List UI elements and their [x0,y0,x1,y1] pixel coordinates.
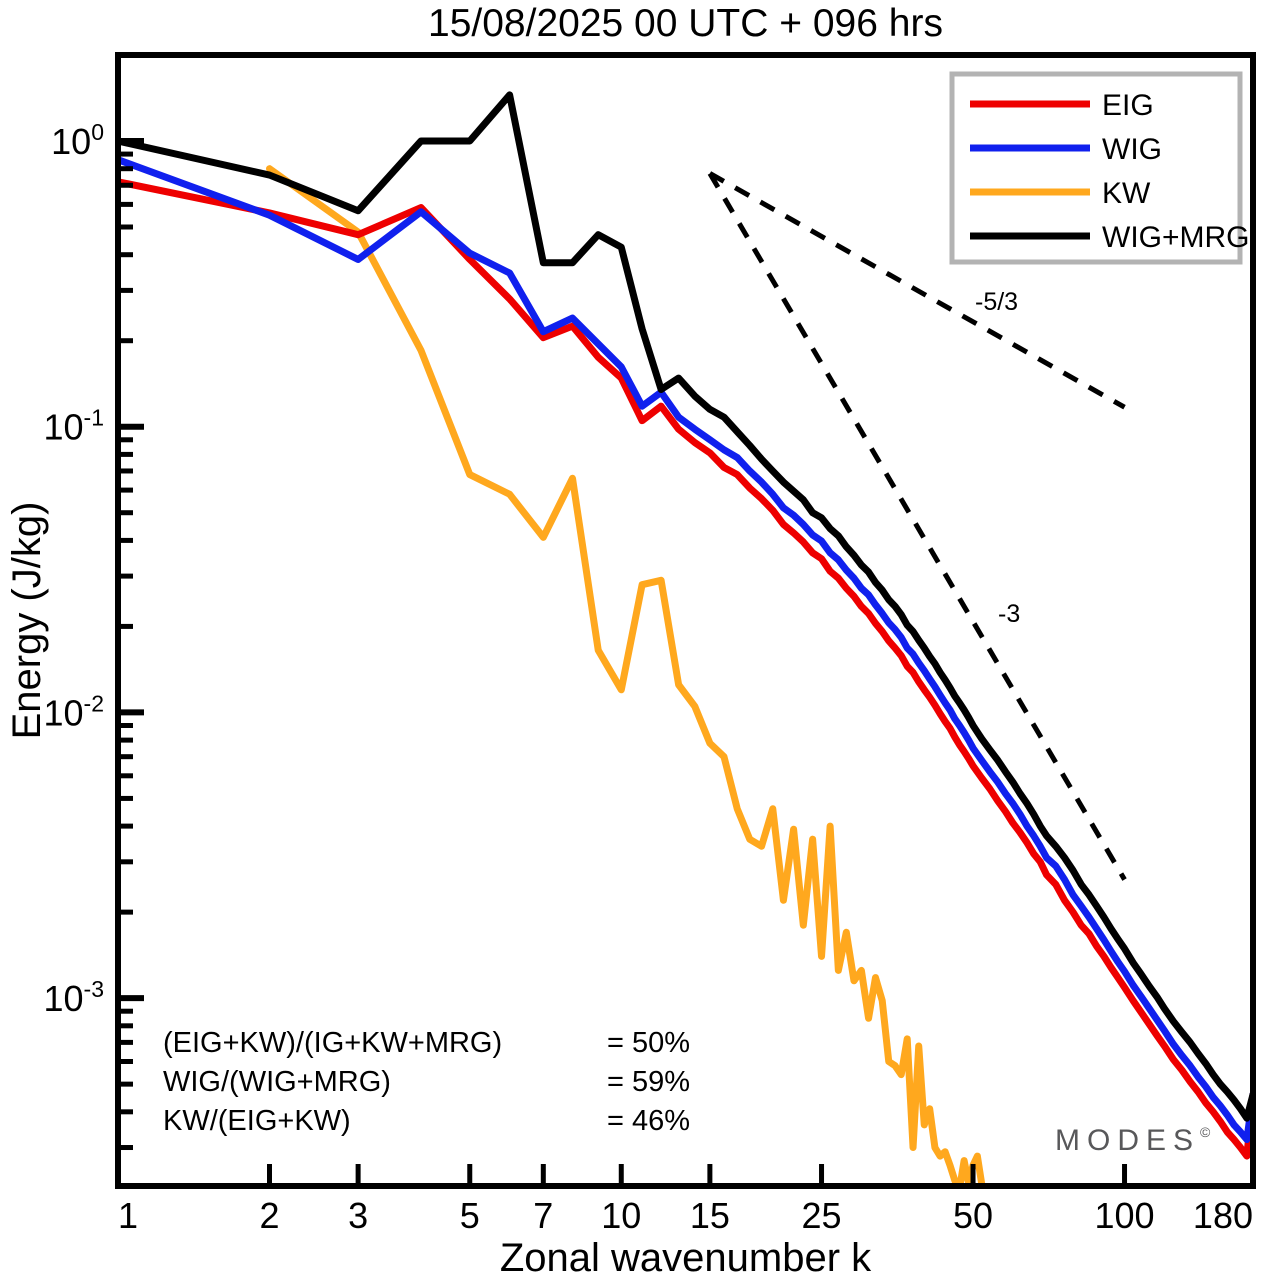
chart-title: 15/08/2025 00 UTC + 096 hrs [428,2,943,45]
modes-watermark: MODES© [1055,1124,1217,1157]
legend-label-wig: WIG [1102,133,1162,166]
legend-label-eig: EIG [1102,89,1154,122]
y-tick-mantissa: 10 [51,121,91,162]
series-group [118,91,1253,1186]
legend-label-wig-mrg: WIG+MRG [1102,221,1250,254]
slope-line--3 [707,172,1127,881]
y-tick-label--3: 10-3 [44,976,105,1019]
y-axis-title: Energy (J/kg) [5,502,49,740]
slope-line--5-3 [708,171,1126,410]
slope-label-5-3: -5/3 [975,288,1018,316]
slope-reference-lines [707,171,1127,881]
series-line-kw [266,165,986,1186]
modes-copyright-icon: © [1200,1124,1217,1140]
x-tick-label-25: 25 [802,1195,842,1236]
legend-label-kw: KW [1102,177,1151,210]
x-tick-label-3: 3 [348,1195,368,1236]
x-tick-label-2: 2 [259,1195,279,1236]
stat-name-1: WIG/(WIG+MRG) [163,1066,391,1098]
plot-frame [115,52,1256,1189]
x-axis-ticks [115,1164,1256,1186]
y-tick-exponent: -3 [84,976,104,1002]
slope-label-3: -3 [998,600,1020,628]
y-tick-exponent: -2 [84,690,104,716]
x-tick-label-15: 15 [690,1195,730,1236]
y-tick-label--1: 10-1 [44,405,105,448]
y-tick-mantissa: 10 [44,407,84,448]
series-line-eig [118,178,1253,1160]
x-tick-label-10: 10 [601,1195,641,1236]
x-tick-label-7: 7 [533,1195,553,1236]
y-tick-label--2: 10-2 [44,690,105,733]
x-tick-label-5: 5 [460,1195,480,1236]
stat-value-0: = 50% [607,1027,690,1059]
stat-value-2: = 46% [607,1105,690,1137]
stat-name-0: (EIG+KW)/(IG+KW+MRG) [163,1027,502,1059]
x-tick-label-50: 50 [953,1195,993,1236]
y-axis-ticks [118,52,144,1151]
x-tick-label-100: 100 [1094,1195,1154,1236]
x-axis-title: Zonal wavenumber k [500,1236,872,1280]
y-tick-exponent: 0 [91,119,104,145]
y-tick-mantissa: 10 [44,978,84,1019]
y-tick-mantissa: 10 [44,692,84,733]
x-tick-label-1: 1 [118,1195,138,1236]
y-tick-label-0: 100 [51,119,104,162]
y-tick-exponent: -1 [84,405,104,431]
series-line-wig-mrg [118,91,1253,1122]
x-tick-label-180: 180 [1193,1195,1253,1236]
series-line-wig [118,156,1253,1144]
stat-value-1: = 59% [607,1066,690,1098]
stat-name-2: KW/(EIG+KW) [163,1105,351,1137]
